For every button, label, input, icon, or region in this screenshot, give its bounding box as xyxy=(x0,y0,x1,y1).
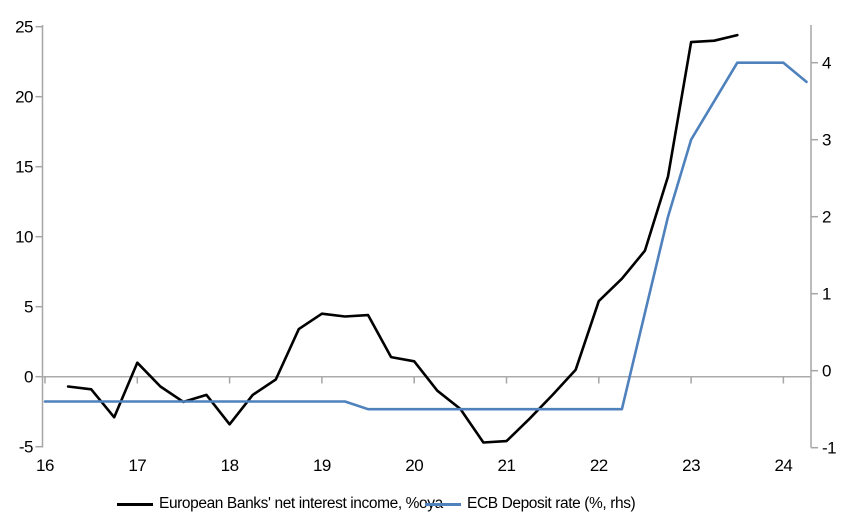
x-axis-tick-label: 22 xyxy=(590,456,608,475)
right-axis-tick-label: 1 xyxy=(822,285,831,304)
right-axis-tick-label: 2 xyxy=(822,208,831,227)
nii-line xyxy=(66,33,739,444)
x-axis-tick-label: 17 xyxy=(128,456,146,475)
right-axis-tick-label: -1 xyxy=(822,439,836,458)
x-axis-tick-label: 23 xyxy=(682,456,700,475)
ecb-deposit-rate-line xyxy=(43,61,808,411)
right-axis-tick-label: 3 xyxy=(822,131,831,150)
x-axis-tick-label: 21 xyxy=(498,456,516,475)
series-lines xyxy=(43,33,808,444)
left-axis-tick-label: -5 xyxy=(19,438,33,457)
x-axis-tick-label: 24 xyxy=(774,456,792,475)
legend-item-nii: European Banks' net interest income, %oy… xyxy=(117,495,443,513)
left-axis-tick-label: 0 xyxy=(24,368,33,387)
x-axis-tick-label: 16 xyxy=(36,456,54,475)
x-axis-tick-label: 19 xyxy=(313,456,331,475)
legend-item-ecb: ECB Deposit rate (%, rhs) xyxy=(425,495,636,513)
left-axis-tick-label: 10 xyxy=(15,228,33,247)
left-axis-tick-label: 5 xyxy=(24,298,33,317)
left-axis-tick-label: 15 xyxy=(15,158,33,177)
right-axis-tick-label: 0 xyxy=(822,362,831,381)
legend-label-ecb: ECB Deposit rate (%, rhs) xyxy=(467,495,636,512)
legend-label-nii: European Banks' net interest income, %oy… xyxy=(159,495,443,512)
left-axis-tick-label: 25 xyxy=(15,18,33,37)
ecb-line-swatch xyxy=(425,502,461,506)
right-axis-tick-label: 4 xyxy=(822,54,831,73)
x-axis-tick-label: 18 xyxy=(221,456,239,475)
left-axis-tick-label: 20 xyxy=(15,88,33,107)
nii-line-swatch xyxy=(117,502,153,506)
legend: European Banks' net interest income, %oy… xyxy=(0,491,852,515)
x-axis-tick-label: 20 xyxy=(405,456,423,475)
